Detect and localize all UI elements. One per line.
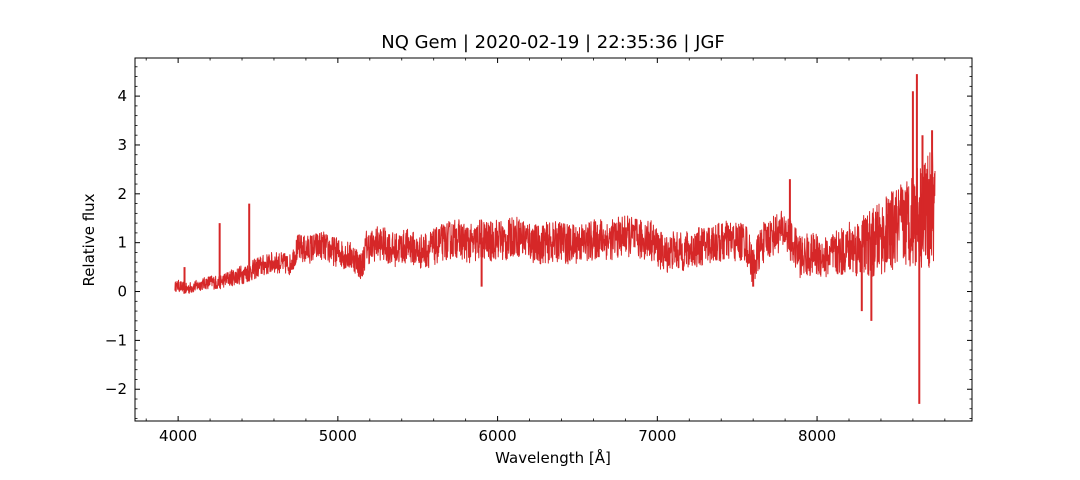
chart-title: NQ Gem | 2020-02-19 | 22:35:36 | JGF bbox=[381, 32, 725, 53]
y-tick-label: 4 bbox=[117, 87, 127, 105]
y-tick-label: −1 bbox=[105, 331, 127, 349]
axes-frame bbox=[134, 57, 973, 422]
x-tick-label: 8000 bbox=[798, 427, 836, 445]
x-axis-ticks: 4000 5000 6000 7000 8000 bbox=[145, 58, 946, 445]
spectral-feature-lines bbox=[183, 74, 934, 404]
x-tick-label: 6000 bbox=[478, 427, 516, 445]
x-tick-label: 7000 bbox=[638, 427, 676, 445]
y-tick-label: 0 bbox=[117, 283, 127, 301]
y-axis-ticks: −2 −1 0 1 2 3 4 bbox=[105, 66, 972, 419]
y-tick-label: −2 bbox=[105, 380, 127, 398]
plot-area bbox=[174, 74, 936, 404]
y-tick-label: 3 bbox=[117, 136, 127, 154]
y-axis-label: Relative flux bbox=[80, 193, 98, 286]
y-tick-label: 1 bbox=[117, 234, 127, 252]
spectrum-line bbox=[174, 150, 936, 294]
x-tick-label: 5000 bbox=[319, 427, 357, 445]
x-axis-label: Wavelength [Å] bbox=[495, 448, 611, 467]
x-tick-label: 4000 bbox=[159, 427, 197, 445]
y-tick-label: 2 bbox=[117, 185, 127, 203]
